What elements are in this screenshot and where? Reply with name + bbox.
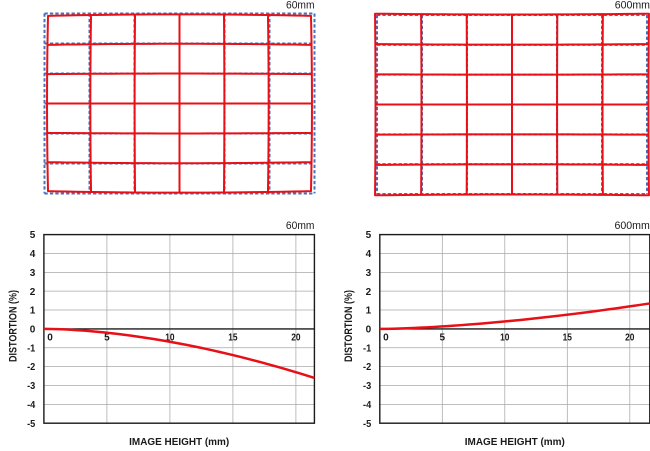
svg-text:0: 0 [383,333,389,344]
svg-text:60mm: 60mm [286,0,315,12]
svg-text:-4: -4 [363,400,372,411]
svg-text:5: 5 [440,333,446,344]
svg-text:0: 0 [30,325,36,336]
svg-text:15: 15 [228,333,238,344]
svg-text:-1: -1 [363,343,372,354]
svg-text:4: 4 [366,249,372,260]
svg-text:2: 2 [30,287,36,298]
svg-text:4: 4 [30,249,36,260]
svg-text:-3: -3 [363,381,372,392]
svg-text:600mm: 600mm [615,0,650,12]
svg-text:10: 10 [500,333,510,344]
svg-text:DISTORTION (%): DISTORTION (%) [7,290,19,362]
svg-text:5: 5 [104,333,110,344]
svg-text:2: 2 [366,287,372,298]
svg-text:3: 3 [30,268,36,279]
svg-text:5: 5 [366,230,372,241]
svg-text:-3: -3 [27,381,36,392]
svg-text:-2: -2 [363,362,372,373]
svg-text:20: 20 [625,333,635,344]
svg-text:DISTORTION (%): DISTORTION (%) [343,290,355,362]
svg-text:-2: -2 [27,362,36,373]
svg-text:1: 1 [30,306,36,317]
svg-text:600mm: 600mm [615,220,650,232]
svg-text:-1: -1 [27,343,36,354]
svg-text:0: 0 [366,325,372,336]
svg-text:20: 20 [291,333,301,344]
svg-text:5: 5 [30,230,36,241]
svg-text:IMAGE HEIGHT (mm): IMAGE HEIGHT (mm) [465,436,565,448]
svg-text:-5: -5 [27,419,36,430]
svg-text:1: 1 [366,306,372,317]
svg-text:15: 15 [563,333,573,344]
svg-text:60mm: 60mm [286,220,315,232]
svg-text:-5: -5 [363,419,372,430]
svg-text:10: 10 [165,333,175,344]
svg-text:3: 3 [366,268,372,279]
svg-text:IMAGE HEIGHT (mm): IMAGE HEIGHT (mm) [129,436,229,448]
svg-text:-4: -4 [27,400,36,411]
svg-text:0: 0 [47,333,53,344]
